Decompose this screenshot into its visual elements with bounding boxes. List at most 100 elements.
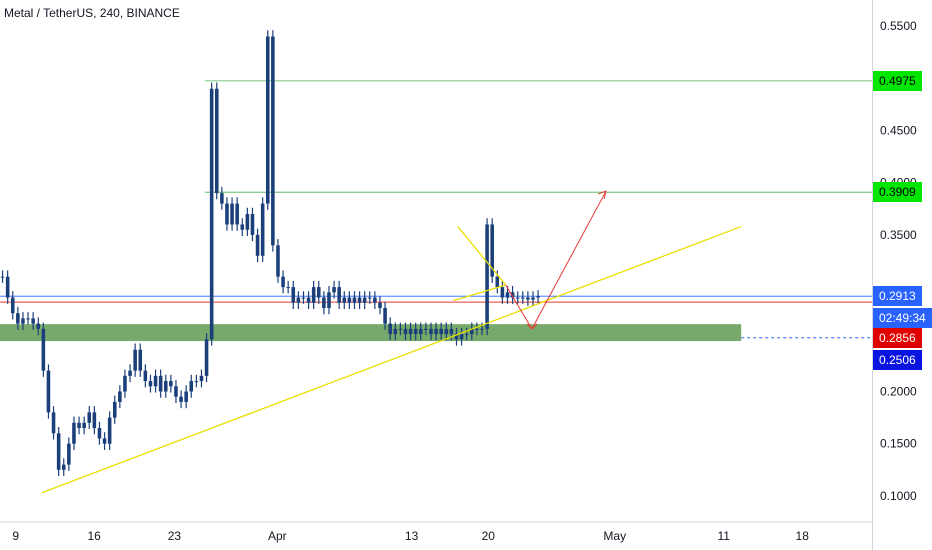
candle-body bbox=[163, 381, 168, 392]
candle-body bbox=[21, 318, 25, 324]
support-zone-layer bbox=[0, 324, 872, 342]
price-tag: 0.2913 bbox=[873, 286, 922, 307]
candle-body bbox=[505, 292, 510, 298]
candle-body bbox=[485, 224, 489, 329]
candle-body bbox=[296, 297, 301, 303]
time-tick-label: May bbox=[603, 529, 626, 543]
candle-body bbox=[265, 36, 270, 204]
candle-body bbox=[169, 381, 173, 387]
candle-body bbox=[475, 328, 479, 330]
candle-body bbox=[367, 297, 372, 299]
candle-body bbox=[36, 323, 41, 329]
candle-body bbox=[194, 381, 199, 383]
time-tick-label: 18 bbox=[796, 529, 810, 543]
candle-body bbox=[92, 412, 97, 429]
trendline-1 bbox=[453, 284, 506, 302]
candle-body bbox=[209, 88, 214, 340]
candle-body bbox=[490, 224, 494, 277]
candle-body bbox=[286, 287, 290, 289]
candle-body bbox=[311, 287, 316, 303]
candle-body bbox=[51, 412, 56, 434]
candle-body bbox=[235, 203, 239, 225]
candle-body bbox=[214, 88, 219, 194]
projection-dip-arrowhead bbox=[526, 323, 538, 330]
candle-body bbox=[413, 328, 418, 335]
price-tick-label: 0.5500 bbox=[880, 19, 917, 33]
candles-layer bbox=[0, 30, 540, 477]
candle-body bbox=[46, 370, 51, 413]
time-axis: 9 16 23 Apr 13 20 May 11 18 bbox=[0, 521, 872, 543]
candle-body bbox=[327, 292, 331, 308]
candle-body bbox=[56, 433, 61, 470]
candle-body bbox=[179, 396, 183, 402]
candle-body bbox=[322, 297, 326, 308]
candle-body bbox=[123, 375, 127, 392]
candle-body bbox=[220, 193, 224, 204]
candle-body bbox=[174, 386, 178, 397]
candle-body bbox=[332, 287, 336, 293]
drawings-layer bbox=[41, 190, 742, 494]
candle-body bbox=[87, 412, 92, 423]
candle-body bbox=[515, 297, 520, 299]
candle-body bbox=[362, 297, 367, 303]
projection-arrowhead bbox=[597, 190, 607, 200]
price-tag: 0.2856 bbox=[873, 327, 922, 348]
price-tick-label: 0.4500 bbox=[880, 124, 917, 138]
candle-body bbox=[301, 297, 306, 299]
candle-body bbox=[521, 297, 525, 299]
candle-body bbox=[153, 375, 158, 387]
candle-body bbox=[260, 203, 265, 256]
price-tick-label: 0.2000 bbox=[880, 385, 917, 399]
candle-body bbox=[469, 328, 474, 335]
candle-body bbox=[510, 292, 515, 298]
candle-body bbox=[199, 375, 204, 382]
candle-body bbox=[347, 297, 352, 303]
candle-body bbox=[276, 245, 280, 277]
candle-body bbox=[138, 349, 143, 371]
time-tick-label: 11 bbox=[718, 529, 731, 543]
candle-body bbox=[342, 297, 347, 303]
candle-body bbox=[10, 297, 15, 314]
candle-body bbox=[424, 328, 428, 330]
candle-body bbox=[393, 328, 398, 335]
candle-body bbox=[16, 313, 20, 324]
candle-body bbox=[31, 318, 35, 324]
candle-body bbox=[459, 334, 464, 340]
price-tick-label: 0.1500 bbox=[880, 437, 917, 451]
candle-body bbox=[464, 334, 469, 336]
candle-body bbox=[255, 234, 260, 256]
candle-body bbox=[480, 328, 484, 330]
candle-body bbox=[306, 297, 311, 303]
candle-body bbox=[0, 276, 5, 278]
price-tick-label: 0.3500 bbox=[880, 228, 917, 242]
candle-body bbox=[526, 297, 530, 300]
projection-segment-1 bbox=[531, 190, 607, 330]
time-tick-label: 20 bbox=[482, 529, 496, 543]
candle-body bbox=[495, 276, 500, 288]
candle-body bbox=[41, 328, 46, 371]
candle-body bbox=[77, 422, 81, 429]
candle-body bbox=[408, 328, 413, 335]
price-tick-label: 0.1000 bbox=[880, 489, 917, 503]
candle-body bbox=[158, 375, 163, 392]
candle-body bbox=[128, 370, 132, 376]
candle-body bbox=[281, 276, 285, 288]
candle-body bbox=[378, 302, 382, 308]
candle-body bbox=[225, 203, 229, 225]
candle-body bbox=[383, 307, 387, 324]
chart-title: Metal / TetherUS, 240, BINANCE bbox=[4, 6, 180, 20]
level-lines-layer bbox=[0, 80, 872, 303]
time-tick-label: 13 bbox=[405, 529, 419, 543]
candle-body bbox=[245, 214, 250, 230]
candle-body bbox=[97, 428, 102, 439]
price-tag: 02:49:34 bbox=[873, 308, 932, 329]
price-tag: 0.2506 bbox=[873, 349, 922, 370]
candle-body bbox=[133, 349, 137, 371]
candle-body bbox=[107, 417, 112, 444]
candle-body bbox=[418, 328, 423, 335]
candle-body bbox=[500, 287, 505, 298]
candle-body bbox=[26, 318, 30, 320]
candle-body bbox=[250, 214, 255, 235]
trendline-0 bbox=[41, 225, 742, 494]
